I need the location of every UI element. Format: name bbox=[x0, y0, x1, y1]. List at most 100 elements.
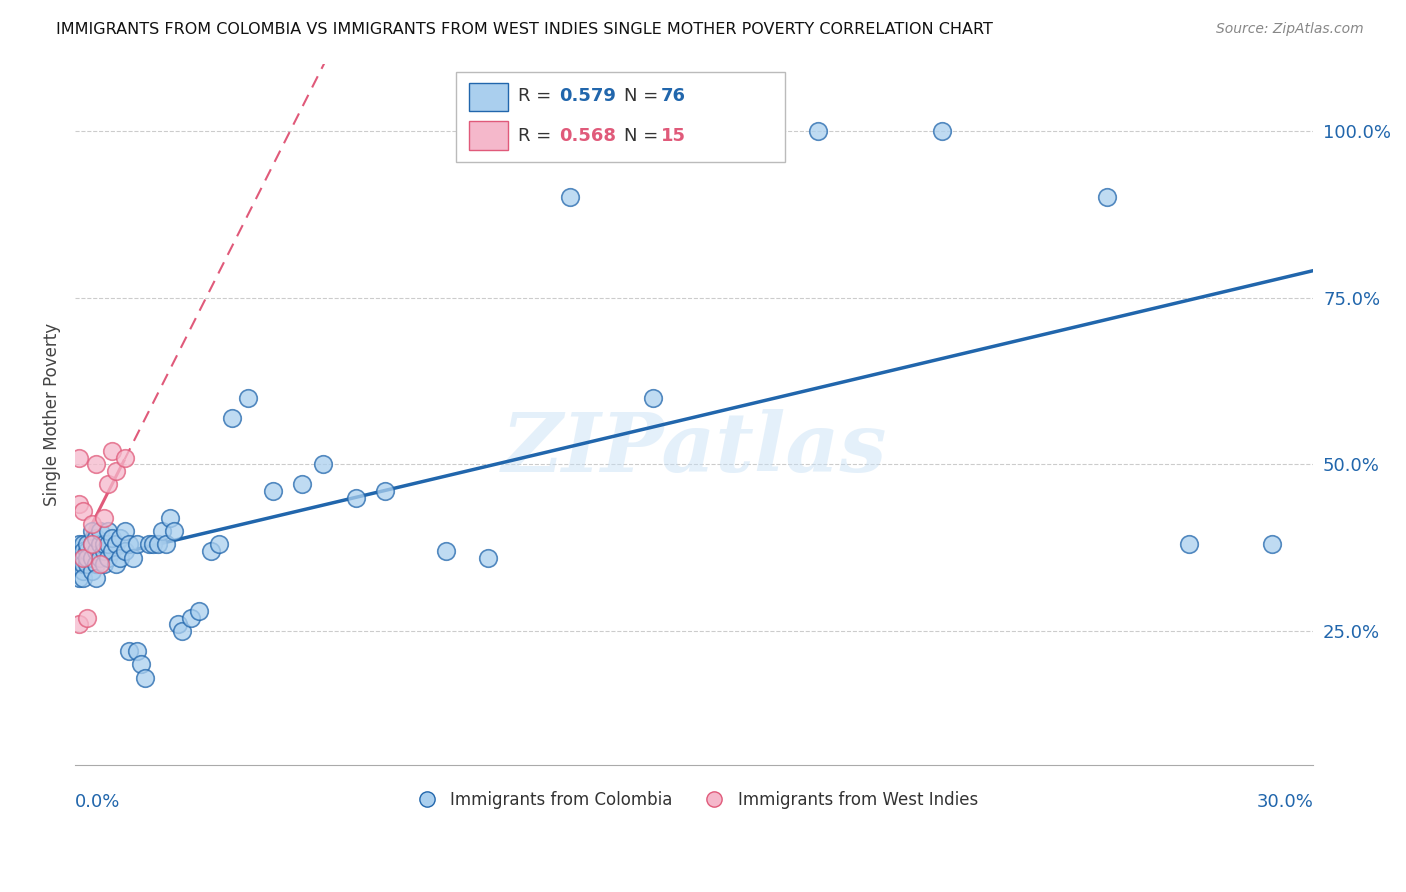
Point bbox=[641, 391, 664, 405]
Point bbox=[155, 537, 177, 551]
Point bbox=[76, 544, 98, 558]
Point bbox=[80, 537, 103, 551]
Point bbox=[97, 524, 120, 538]
Text: 30.0%: 30.0% bbox=[1257, 792, 1313, 811]
Point bbox=[238, 391, 260, 405]
Point bbox=[72, 550, 94, 565]
Point bbox=[311, 458, 333, 472]
Point bbox=[110, 550, 132, 565]
Point bbox=[221, 410, 243, 425]
Point bbox=[76, 558, 98, 572]
Point bbox=[114, 450, 136, 465]
Point bbox=[1178, 537, 1201, 551]
Point bbox=[262, 483, 284, 498]
Point bbox=[125, 644, 148, 658]
Point bbox=[121, 550, 143, 565]
Point bbox=[142, 537, 165, 551]
Point bbox=[93, 558, 115, 572]
Point bbox=[97, 537, 120, 551]
Point bbox=[105, 537, 128, 551]
Text: N =: N = bbox=[624, 87, 664, 105]
Point bbox=[187, 604, 209, 618]
Point bbox=[105, 464, 128, 478]
Point bbox=[67, 550, 90, 565]
Point bbox=[931, 124, 953, 138]
Point bbox=[172, 624, 194, 639]
Point bbox=[76, 611, 98, 625]
Point bbox=[89, 537, 111, 551]
Point bbox=[118, 644, 141, 658]
Point bbox=[67, 497, 90, 511]
Point bbox=[76, 537, 98, 551]
Point bbox=[114, 524, 136, 538]
Point bbox=[101, 531, 124, 545]
Point bbox=[80, 537, 103, 551]
Text: R =: R = bbox=[519, 127, 557, 145]
Point bbox=[208, 537, 231, 551]
Point bbox=[200, 544, 222, 558]
Point bbox=[84, 531, 107, 545]
Point bbox=[84, 558, 107, 572]
Text: R =: R = bbox=[519, 87, 557, 105]
Text: 0.568: 0.568 bbox=[560, 127, 616, 145]
Point bbox=[560, 190, 582, 204]
Point bbox=[72, 571, 94, 585]
Point bbox=[159, 510, 181, 524]
FancyBboxPatch shape bbox=[468, 121, 509, 150]
Legend: Immigrants from Colombia, Immigrants from West Indies: Immigrants from Colombia, Immigrants fro… bbox=[404, 784, 984, 815]
Point bbox=[67, 537, 90, 551]
Point bbox=[129, 657, 152, 672]
Point bbox=[291, 477, 314, 491]
Point bbox=[101, 544, 124, 558]
Point bbox=[163, 524, 186, 538]
Point bbox=[80, 564, 103, 578]
Point bbox=[125, 537, 148, 551]
Point bbox=[72, 537, 94, 551]
Point bbox=[93, 510, 115, 524]
Point bbox=[180, 611, 202, 625]
Text: IMMIGRANTS FROM COLOMBIA VS IMMIGRANTS FROM WEST INDIES SINGLE MOTHER POVERTY CO: IMMIGRANTS FROM COLOMBIA VS IMMIGRANTS F… bbox=[56, 22, 993, 37]
Point bbox=[477, 550, 499, 565]
Point bbox=[101, 444, 124, 458]
Point bbox=[97, 477, 120, 491]
Point bbox=[146, 537, 169, 551]
Point bbox=[89, 550, 111, 565]
Point bbox=[76, 550, 98, 565]
Point bbox=[89, 524, 111, 538]
Text: 0.0%: 0.0% bbox=[75, 792, 121, 811]
Text: ZIPatlas: ZIPatlas bbox=[502, 409, 887, 490]
Text: N =: N = bbox=[624, 127, 664, 145]
Text: 76: 76 bbox=[661, 87, 686, 105]
Point bbox=[72, 544, 94, 558]
Point bbox=[807, 124, 830, 138]
Point bbox=[67, 558, 90, 572]
Point bbox=[93, 537, 115, 551]
Point bbox=[1095, 190, 1118, 204]
Point bbox=[89, 558, 111, 572]
Point bbox=[114, 544, 136, 558]
Point bbox=[105, 558, 128, 572]
Text: 0.579: 0.579 bbox=[560, 87, 616, 105]
Point bbox=[84, 544, 107, 558]
Y-axis label: Single Mother Poverty: Single Mother Poverty bbox=[44, 323, 60, 506]
Point bbox=[84, 571, 107, 585]
Point bbox=[167, 617, 190, 632]
Point bbox=[80, 550, 103, 565]
Point bbox=[374, 483, 396, 498]
Point bbox=[110, 531, 132, 545]
Point bbox=[118, 537, 141, 551]
Point bbox=[84, 458, 107, 472]
Point bbox=[1261, 537, 1284, 551]
Text: Source: ZipAtlas.com: Source: ZipAtlas.com bbox=[1216, 22, 1364, 37]
Point bbox=[67, 571, 90, 585]
Text: 15: 15 bbox=[661, 127, 686, 145]
Point bbox=[93, 544, 115, 558]
Point bbox=[72, 564, 94, 578]
Point bbox=[72, 558, 94, 572]
Point bbox=[97, 550, 120, 565]
Point bbox=[138, 537, 160, 551]
Point bbox=[150, 524, 173, 538]
Point bbox=[80, 517, 103, 532]
Point bbox=[67, 617, 90, 632]
Point bbox=[67, 450, 90, 465]
